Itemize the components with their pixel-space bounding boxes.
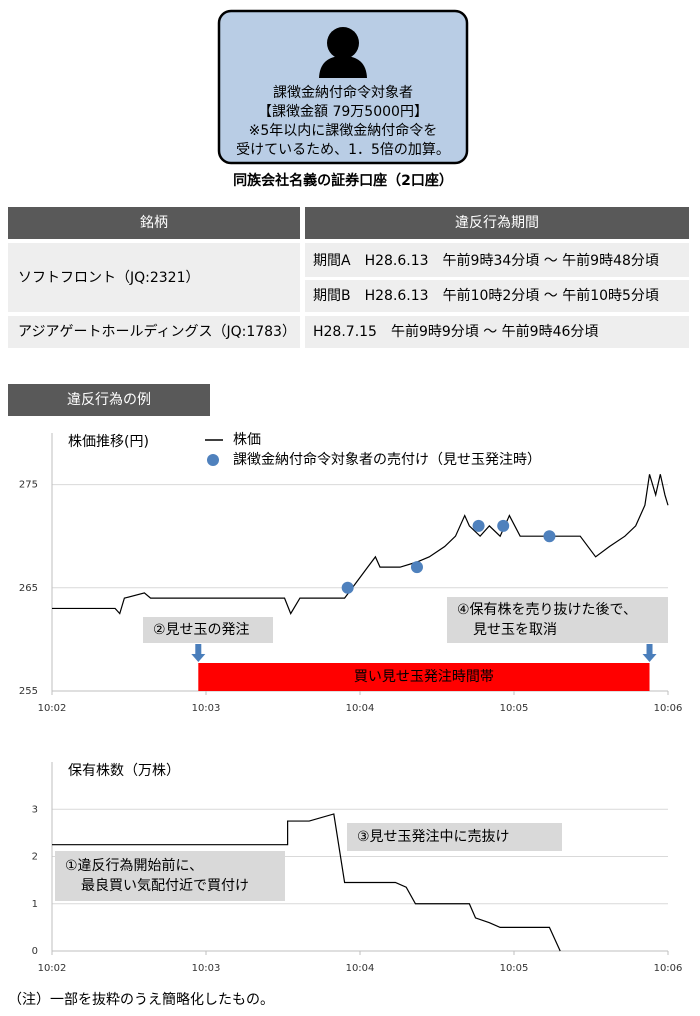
x-tick-label: 10:06	[654, 703, 683, 714]
person-text: 【課徴金額 79万5000円】	[258, 104, 428, 120]
y-tick-label: 1	[32, 899, 38, 910]
section-title-box	[8, 384, 210, 416]
section-title: 違反行為の例	[67, 392, 151, 408]
annotation-text: 見せ玉を取消	[473, 622, 557, 638]
table-cell	[8, 316, 300, 348]
x-tick-label: 10:03	[192, 703, 221, 714]
x-tick-label: 10:03	[192, 963, 221, 974]
table-cell	[8, 243, 300, 312]
period: 期間B H28.6.13 午前10時2分頃 〜 午前10時5分頃	[313, 287, 659, 304]
annotation-arrow	[195, 644, 202, 655]
legend-swatch	[207, 454, 219, 466]
annotation-arrow	[646, 644, 653, 655]
x-tick-label: 10:04	[346, 703, 375, 714]
note: （注）一部を抜粋のうえ簡略化したもの。	[8, 992, 274, 1008]
annotation-text: ④保有株を売り抜けた後で、	[457, 602, 637, 618]
annotation-text: ①違反行為開始前に、	[65, 857, 203, 874]
person-text: 課徴金納付命令対象者	[273, 84, 413, 101]
highlight-band	[198, 663, 650, 691]
y-axis-label: 株価推移(円)	[68, 434, 149, 450]
y-tick-label: 265	[19, 583, 38, 594]
annotation-box	[55, 851, 285, 901]
series-dot	[543, 530, 556, 543]
series-dot	[472, 519, 485, 532]
person-text: ※5年以内に課徴金納付命令を	[249, 122, 438, 139]
x-tick-label: 10:02	[38, 703, 67, 714]
y-tick-label: 0	[32, 946, 38, 957]
y-tick-label: 2	[32, 852, 38, 863]
series-line	[52, 813, 561, 952]
series-line	[52, 474, 669, 615]
period: 期間A H28.6.13 午前9時34分頃 〜 午前9時48分頃	[313, 252, 659, 269]
table-cell	[305, 316, 689, 348]
annotation-text: ③見せ玉発注中に売抜け	[357, 829, 510, 845]
table-header: 違反行為期間	[455, 215, 539, 231]
person-body	[319, 56, 367, 78]
table-header-cell	[8, 207, 300, 239]
annotation-box	[447, 597, 668, 643]
annotation-arrow	[191, 654, 206, 662]
x-tick-label: 10:05	[500, 703, 529, 714]
stock-name: ソフトフロント（JQ:2321）	[18, 270, 200, 286]
annotation-text: ②見せ玉の発注	[153, 622, 250, 638]
stock-name: アジアゲートホールディングス（JQ:1783）	[18, 323, 296, 340]
series-dot	[497, 519, 510, 532]
y-axis-label: 保有株数（万株）	[68, 763, 180, 779]
series-dot	[341, 581, 354, 594]
legend-label: 株価	[233, 432, 261, 448]
y-tick-label: 255	[19, 686, 38, 697]
series-dot	[410, 561, 423, 574]
y-tick-label: 3	[32, 804, 38, 815]
legend-label: 課徴金納付命令対象者の売付け（見せ玉発注時）	[233, 451, 541, 468]
person-head	[327, 27, 359, 59]
y-tick-label: 275	[19, 480, 38, 491]
annotation-box	[347, 823, 562, 851]
x-tick-label: 10:05	[500, 963, 529, 974]
highlight-label: 買い見せ玉発注時間帯	[354, 669, 494, 685]
annotation-box	[143, 617, 273, 643]
x-tick-label: 10:04	[346, 963, 375, 974]
account-label: 同族会社名義の証券口座（2口座）	[233, 172, 453, 189]
x-tick-label: 10:06	[654, 963, 683, 974]
annotation-arrow	[642, 654, 657, 662]
x-tick-label: 10:02	[38, 963, 67, 974]
table-cell	[305, 243, 689, 277]
table-header-cell	[305, 207, 689, 239]
table-cell	[305, 280, 689, 312]
annotation-text: 最良買い気配付近で買付け	[81, 878, 249, 894]
table-header: 銘柄	[140, 215, 168, 231]
period: H28.7.15 午前9時9分頃 〜 午前9時46分頃	[313, 323, 598, 340]
person-box	[217, 9, 469, 165]
person-text: 受けているため、1．5倍の加算。	[236, 142, 450, 158]
